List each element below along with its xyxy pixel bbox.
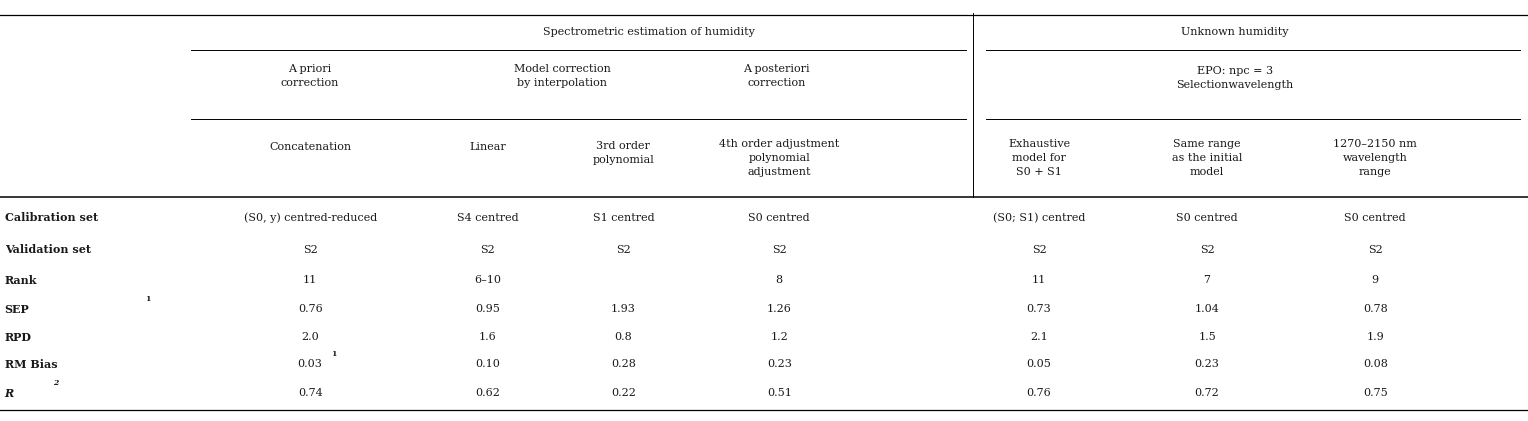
Text: 0.08: 0.08 [1363,360,1387,369]
Text: RM Bias: RM Bias [5,359,57,370]
Text: 0.22: 0.22 [611,388,636,398]
Text: (S0; S1) centred: (S0; S1) centred [993,213,1085,223]
Text: 0.62: 0.62 [475,388,500,398]
Text: SEP: SEP [5,304,29,315]
Text: 9: 9 [1372,275,1378,285]
Text: 1: 1 [145,295,151,303]
Text: 0.75: 0.75 [1363,388,1387,398]
Text: S4 centred: S4 centred [457,213,518,223]
Text: Concatenation: Concatenation [269,142,351,152]
Text: S2: S2 [1199,245,1215,255]
Text: 0.05: 0.05 [1027,360,1051,369]
Text: Same range
as the initial
model: Same range as the initial model [1172,139,1242,177]
Text: 11: 11 [1031,275,1047,285]
Text: Spectrometric estimation of humidity: Spectrometric estimation of humidity [544,27,755,37]
Text: 0.51: 0.51 [767,388,792,398]
Text: 1: 1 [332,350,336,358]
Text: 0.23: 0.23 [767,360,792,369]
Text: S2: S2 [480,245,495,255]
Text: Model correction
by interpolation: Model correction by interpolation [513,64,611,88]
Text: Validation set: Validation set [5,244,90,255]
Text: S1 centred: S1 centred [593,213,654,223]
Text: S2: S2 [616,245,631,255]
Text: S2: S2 [303,245,318,255]
Text: 3rd order
polynomial: 3rd order polynomial [593,141,654,165]
Text: R: R [5,388,14,399]
Text: 1.6: 1.6 [478,332,497,342]
Text: 0.03: 0.03 [298,360,322,369]
Text: S0 centred: S0 centred [1345,213,1406,223]
Text: 1.9: 1.9 [1366,332,1384,342]
Text: 0.76: 0.76 [298,304,322,314]
Text: S2: S2 [1368,245,1383,255]
Text: 6–10: 6–10 [474,275,501,285]
Text: 8: 8 [776,275,782,285]
Text: 1.26: 1.26 [767,304,792,314]
Text: (S0, y) centred-reduced: (S0, y) centred-reduced [243,213,377,223]
Text: 4th order adjustment
polynomial
adjustment: 4th order adjustment polynomial adjustme… [720,139,839,177]
Text: 0.28: 0.28 [611,360,636,369]
Text: Calibration set: Calibration set [5,213,98,224]
Text: S0 centred: S0 centred [749,213,810,223]
Text: 0.72: 0.72 [1195,388,1219,398]
Text: 7: 7 [1204,275,1210,285]
Text: 2.1: 2.1 [1030,332,1048,342]
Text: S0 centred: S0 centred [1177,213,1238,223]
Text: 0.76: 0.76 [1027,388,1051,398]
Text: 0.95: 0.95 [475,304,500,314]
Text: 0.10: 0.10 [475,360,500,369]
Text: EPO: npc = 3
Selectionwavelength: EPO: npc = 3 Selectionwavelength [1177,66,1293,90]
Text: Unknown humidity: Unknown humidity [1181,27,1288,37]
Text: 1.5: 1.5 [1198,332,1216,342]
Text: 0.23: 0.23 [1195,360,1219,369]
Text: 0.74: 0.74 [298,388,322,398]
Text: S2: S2 [1031,245,1047,255]
Text: 11: 11 [303,275,318,285]
Text: S2: S2 [772,245,787,255]
Text: 1.2: 1.2 [770,332,788,342]
Text: 2: 2 [52,378,58,386]
Text: Exhaustive
model for
S0 + S1: Exhaustive model for S0 + S1 [1008,139,1070,177]
Text: 1.04: 1.04 [1195,304,1219,314]
Text: A priori
correction: A priori correction [281,64,339,88]
Text: 0.78: 0.78 [1363,304,1387,314]
Text: 1270–2150 nm
wavelength
range: 1270–2150 nm wavelength range [1334,139,1416,177]
Text: 0.8: 0.8 [614,332,633,342]
Text: A posteriori
correction: A posteriori correction [743,64,810,88]
Text: RPD: RPD [5,332,32,343]
Text: 2.0: 2.0 [301,332,319,342]
Text: 0.73: 0.73 [1027,304,1051,314]
Text: Rank: Rank [5,274,37,286]
Text: Linear: Linear [469,142,506,152]
Text: 1.93: 1.93 [611,304,636,314]
